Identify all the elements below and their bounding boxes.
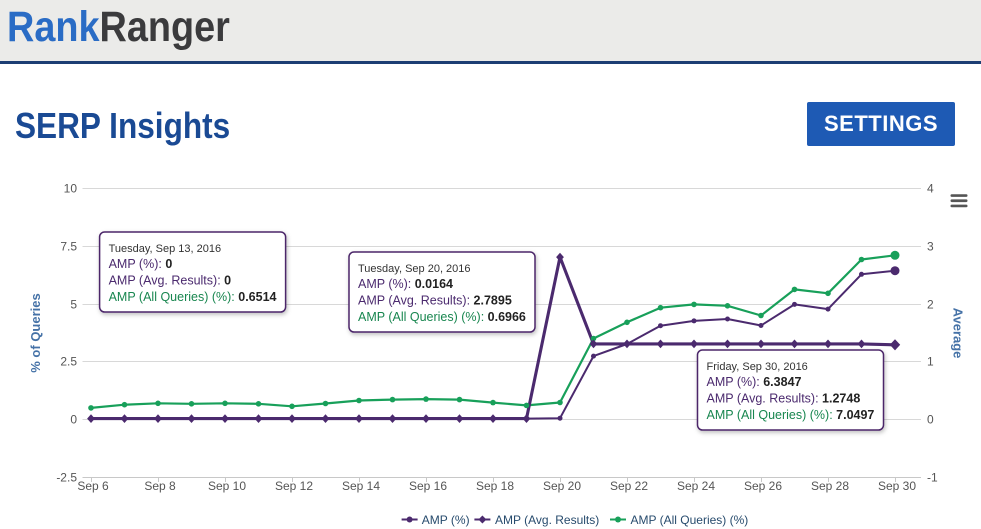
svg-text:Friday, Sep 30, 2016: Friday, Sep 30, 2016 [707, 361, 808, 373]
svg-text:Sep 28: Sep 28 [811, 479, 849, 493]
svg-text:1: 1 [927, 355, 934, 369]
svg-text:AMP (%): 0: AMP (%): 0 [109, 257, 173, 271]
svg-text:Sep 26: Sep 26 [744, 479, 782, 493]
svg-text:% of Queries: % of Queries [28, 293, 43, 372]
svg-text:Sep 12: Sep 12 [275, 479, 313, 493]
svg-text:Sep 14: Sep 14 [342, 479, 380, 493]
svg-text:Sep 10: Sep 10 [208, 479, 246, 493]
svg-text:AMP (Avg. Results): 0: AMP (Avg. Results): 0 [109, 274, 232, 288]
svg-text:3: 3 [927, 240, 934, 254]
svg-text:0: 0 [927, 413, 934, 427]
svg-text:AMP (Avg. Results): 1.2748: AMP (Avg. Results): 1.2748 [707, 392, 861, 406]
svg-text:Sep 16: Sep 16 [409, 479, 447, 493]
svg-text:Sep 20: Sep 20 [543, 479, 581, 493]
svg-text:2: 2 [927, 298, 934, 312]
svg-text:Sep 18: Sep 18 [476, 479, 514, 493]
svg-text:AMP (%): 6.3847: AMP (%): 6.3847 [707, 375, 802, 389]
svg-text:Sep 24: Sep 24 [677, 479, 715, 493]
svg-text:AMP (All Queries) (%): 7.0497: AMP (All Queries) (%): 7.0497 [707, 408, 875, 422]
svg-text:4: 4 [927, 182, 934, 196]
svg-text:Tuesday, Sep 20, 2016: Tuesday, Sep 20, 2016 [358, 263, 471, 275]
svg-text:AMP (All Queries) (%): 0.6966: AMP (All Queries) (%): 0.6966 [358, 310, 526, 324]
svg-text:10: 10 [64, 182, 78, 196]
svg-text:2.5: 2.5 [60, 355, 77, 369]
svg-text:AMP (Avg. Results): AMP (Avg. Results) [495, 513, 599, 527]
svg-text:5: 5 [70, 298, 77, 312]
svg-text:Sep 8: Sep 8 [144, 479, 176, 493]
svg-text:AMP (Avg. Results): 2.7895: AMP (Avg. Results): 2.7895 [358, 294, 512, 308]
svg-text:0: 0 [70, 413, 77, 427]
svg-text:Sep 22: Sep 22 [610, 479, 648, 493]
svg-text:AMP (All Queries) (%): 0.6514: AMP (All Queries) (%): 0.6514 [109, 290, 277, 304]
svg-text:AMP (All Queries) (%): AMP (All Queries) (%) [631, 513, 749, 527]
svg-text:-2.5: -2.5 [56, 471, 77, 485]
svg-text:AMP (%): 0.0164: AMP (%): 0.0164 [358, 277, 453, 291]
svg-text:-1: -1 [927, 471, 938, 485]
svg-text:AMP (%): AMP (%) [422, 513, 470, 527]
svg-text:7.5: 7.5 [60, 240, 77, 254]
svg-text:Sep 6: Sep 6 [77, 479, 109, 493]
svg-text:Average: Average [951, 308, 966, 359]
svg-text:Tuesday, Sep 13, 2016: Tuesday, Sep 13, 2016 [109, 243, 222, 255]
svg-text:Sep 30: Sep 30 [878, 479, 916, 493]
